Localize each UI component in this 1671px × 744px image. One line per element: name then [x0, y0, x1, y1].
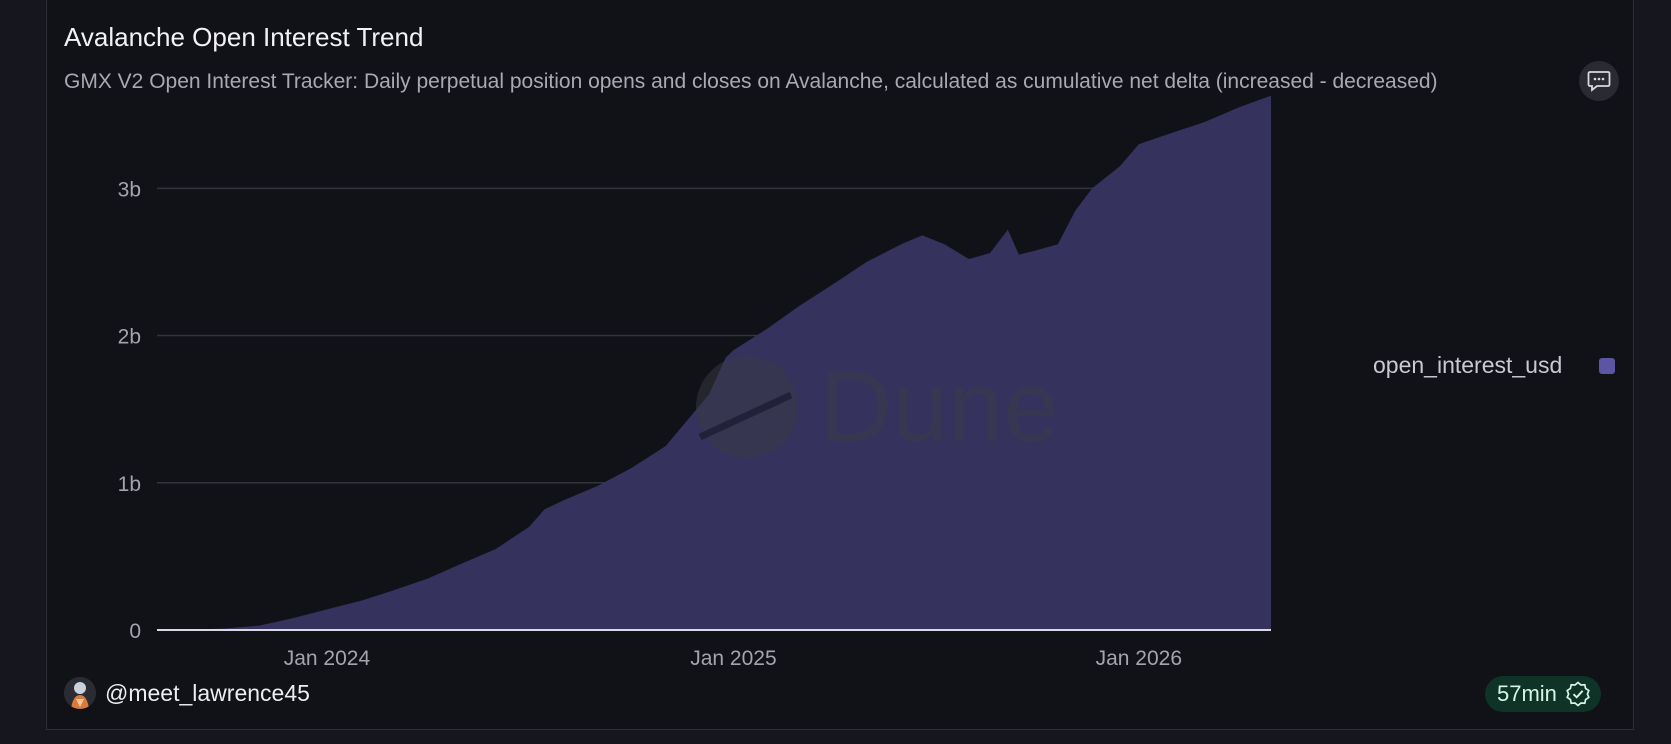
author-name[interactable]: @meet_lawrence45	[105, 679, 310, 706]
author: @meet_lawrence45	[64, 677, 310, 709]
chart-title: Avalanche Open Interest Trend	[64, 22, 424, 52]
legend-label: open_interest_usd	[1373, 352, 1563, 378]
dune-logo: Dune	[696, 351, 1059, 463]
dune-wordmark: Dune	[820, 351, 1059, 463]
y-tick-label: 0	[129, 620, 141, 643]
freshness-badge: 57min	[1485, 676, 1601, 712]
avatar[interactable]	[64, 677, 96, 709]
series-area-open-interest	[157, 95, 1271, 631]
legend-swatch	[1599, 357, 1615, 374]
legend-item-open-interest[interactable]: open_interest_usd	[1373, 352, 1615, 379]
y-tick-label: 2b	[118, 326, 141, 349]
area-chart: Dune 0 1b 2b 3b Jan 2024 Jan 2025 Jan 2026	[118, 95, 1271, 670]
chart-subtitle: GMX V2 Open Interest Tracker: Daily perp…	[64, 70, 1438, 93]
comment-button[interactable]	[1579, 61, 1619, 101]
verified-check-icon	[1566, 681, 1590, 707]
freshness-text: 57min	[1497, 681, 1557, 706]
chart-card: Avalanche Open Interest Trend GMX V2 Ope…	[46, 0, 1634, 730]
x-tick-label: Jan 2024	[284, 647, 371, 670]
comment-icon	[1587, 71, 1611, 92]
avatar-image	[64, 677, 96, 709]
y-tick-label: 3b	[118, 178, 141, 201]
y-tick-label: 1b	[118, 473, 141, 496]
x-tick-label: Jan 2026	[1096, 647, 1182, 670]
x-tick-label: Jan 2025	[690, 647, 776, 670]
